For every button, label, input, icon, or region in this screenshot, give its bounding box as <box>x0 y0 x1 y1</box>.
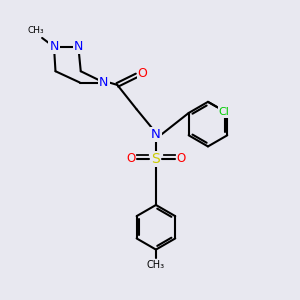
Text: N: N <box>74 40 83 53</box>
Text: N: N <box>99 76 109 89</box>
Text: O: O <box>138 67 148 80</box>
Text: CH₃: CH₃ <box>147 260 165 270</box>
Text: N: N <box>49 40 59 53</box>
Text: CH₃: CH₃ <box>28 26 44 35</box>
Text: N: N <box>151 128 161 141</box>
Text: O: O <box>177 152 186 165</box>
Text: Cl: Cl <box>219 107 230 117</box>
Text: O: O <box>126 152 135 165</box>
Text: S: S <box>152 152 160 166</box>
